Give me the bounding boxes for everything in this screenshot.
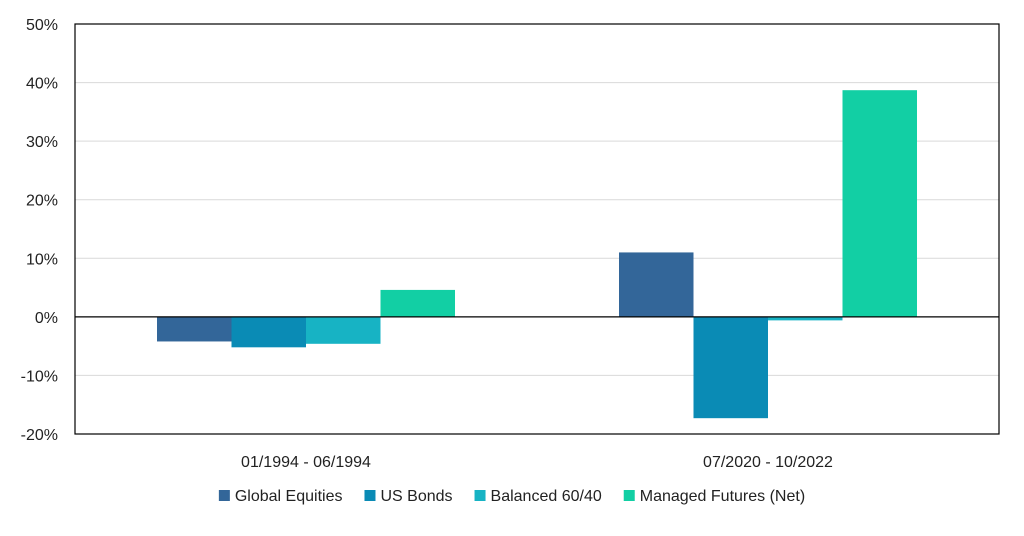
y-tick-label: 20%: [26, 193, 58, 210]
y-tick-label: -20%: [21, 427, 58, 444]
legend-label: Global Equities: [235, 488, 343, 505]
bar-us-bonds-1: [231, 316, 306, 348]
legend: Global Equities US Bonds Balanced 60/40 Man…: [218, 488, 805, 505]
plot-frame: [74, 23, 1000, 435]
y-tick-label: 40%: [26, 76, 58, 93]
bar-balanced-60-40-2: [768, 316, 843, 321]
bar-balanced-60-40-1: [306, 316, 381, 344]
bar-us-bonds-2: [693, 316, 768, 419]
x-category-label: 07/2020 - 10/2022: [703, 454, 833, 471]
legend-item: US Bonds: [364, 488, 453, 505]
legend-swatch: [364, 490, 376, 501]
bar-managed-futures-net-2: [842, 90, 917, 317]
y-tick-labels: -20% -10% 0% 10% 20% 30% 40% 50%: [21, 17, 58, 444]
bar-managed-futures-net-1: [380, 289, 455, 317]
y-tick-label: -10%: [21, 368, 58, 385]
y-tick-label: 10%: [26, 251, 58, 268]
y-tick-label: 50%: [26, 17, 58, 34]
y-tick-label: 0%: [35, 310, 58, 327]
bar-global-equities-1: [157, 316, 232, 342]
bar-global-equities-2: [619, 252, 694, 317]
legend-swatch: [218, 490, 230, 501]
axes: [74, 23, 1000, 435]
legend-swatch: [474, 490, 486, 501]
legend-label: Balanced 60/40: [491, 488, 602, 505]
y-tick-label: 30%: [26, 134, 58, 151]
x-category-label: 01/1994 - 06/1994: [241, 454, 371, 471]
legend-item: Global Equities: [218, 488, 343, 505]
bars: [157, 90, 917, 419]
legend-item: Managed Futures (Net): [623, 488, 805, 505]
legend-label: US Bonds: [380, 488, 452, 505]
legend-label: Managed Futures (Net): [640, 488, 805, 505]
x-category-labels: 01/1994 - 06/1994 07/2020 - 10/2022: [241, 454, 833, 471]
legend-item: Balanced 60/40: [474, 488, 602, 505]
legend-swatch: [623, 490, 635, 501]
